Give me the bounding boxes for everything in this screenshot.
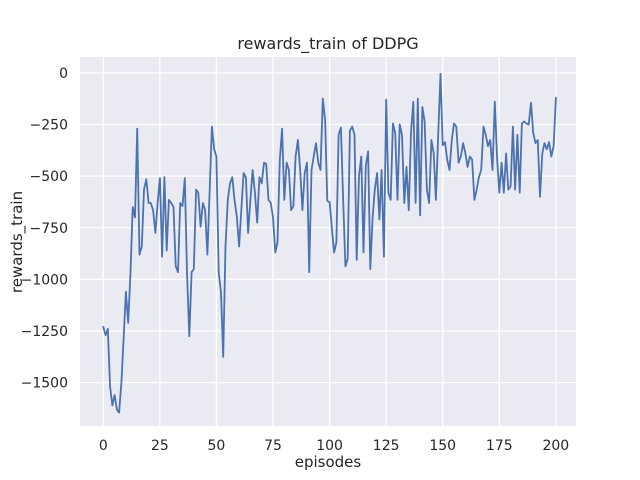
x-tick-label: 0 [99,438,108,454]
x-tick-label: 100 [316,438,343,454]
x-tick-label: 175 [486,438,513,454]
y-tick-label: −1500 [21,376,68,392]
chart-title: rewards_train of DDPG [237,34,419,53]
y-tick-label: −500 [30,169,68,185]
x-tick-label: 150 [429,438,456,454]
x-axis-label: episodes [294,453,362,471]
y-tick-label: 0 [59,66,68,82]
y-tick-label: −1250 [21,324,68,340]
x-tick-label: 200 [542,438,569,454]
x-tick-label: 125 [373,438,400,454]
y-axis-label-text: rewards_train [8,190,26,294]
x-tick-label: 50 [208,438,226,454]
x-tick-label: 75 [264,438,282,454]
y-tick-label: −750 [30,221,68,237]
plot-area [80,57,576,426]
reward-line [102,73,557,414]
x-tick-label: 25 [151,438,169,454]
y-tick-label: −250 [30,118,68,134]
y-tick-label: −1000 [21,272,68,288]
